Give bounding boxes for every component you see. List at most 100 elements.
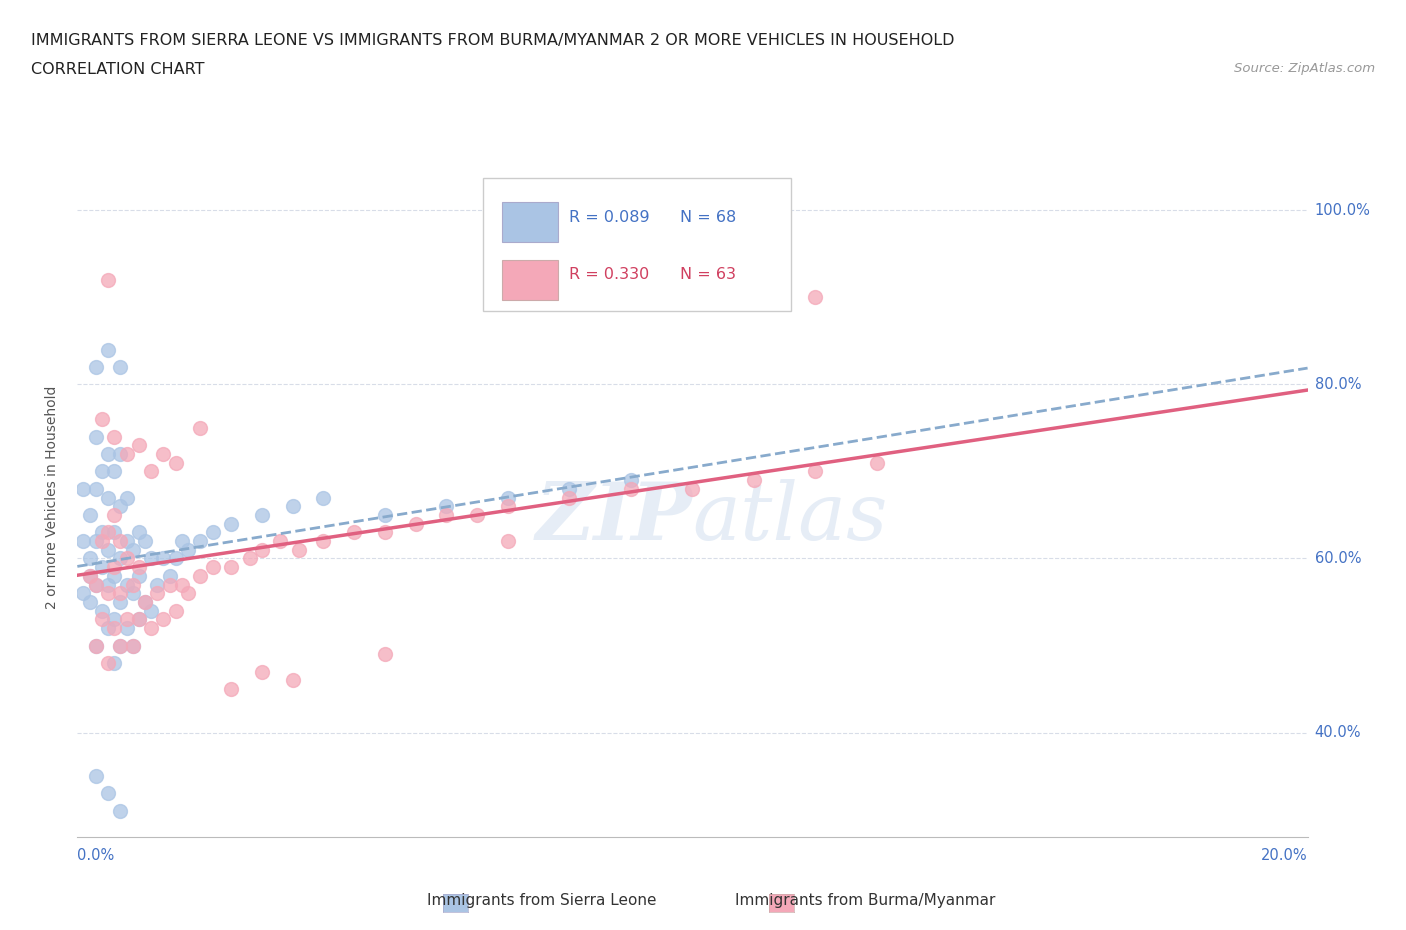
Text: 60.0%: 60.0% bbox=[1315, 551, 1361, 566]
Text: 0.0%: 0.0% bbox=[77, 848, 114, 863]
Point bbox=[141, 464, 163, 479]
Point bbox=[97, 786, 120, 801]
Point bbox=[115, 620, 138, 635]
Text: ZIP: ZIP bbox=[536, 479, 693, 557]
Point bbox=[115, 551, 138, 566]
Point bbox=[97, 342, 120, 357]
Point bbox=[128, 560, 150, 575]
Point bbox=[141, 551, 163, 566]
Point bbox=[146, 586, 169, 601]
Point bbox=[128, 612, 150, 627]
Point bbox=[288, 542, 311, 557]
Text: R = 0.089: R = 0.089 bbox=[569, 209, 650, 224]
Text: 40.0%: 40.0% bbox=[1315, 725, 1361, 740]
Point bbox=[558, 490, 581, 505]
Point bbox=[620, 472, 643, 487]
Point bbox=[250, 508, 273, 523]
Point bbox=[79, 568, 101, 583]
Y-axis label: 2 or more Vehicles in Household: 2 or more Vehicles in Household bbox=[45, 386, 59, 609]
Point bbox=[742, 472, 765, 487]
Point bbox=[90, 534, 114, 549]
Point bbox=[84, 360, 107, 375]
Text: N = 63: N = 63 bbox=[681, 267, 737, 283]
Point bbox=[84, 578, 107, 592]
Point bbox=[134, 594, 156, 609]
Point bbox=[201, 560, 224, 575]
Point bbox=[103, 429, 125, 444]
Point bbox=[84, 534, 107, 549]
Point bbox=[115, 612, 138, 627]
Point bbox=[90, 525, 114, 539]
Point bbox=[436, 508, 458, 523]
Point bbox=[103, 560, 125, 575]
Point bbox=[97, 656, 120, 671]
Text: R = 0.330: R = 0.330 bbox=[569, 267, 650, 283]
Point bbox=[84, 482, 107, 497]
Point bbox=[141, 620, 163, 635]
Point bbox=[97, 542, 120, 557]
Text: IMMIGRANTS FROM SIERRA LEONE VS IMMIGRANTS FROM BURMA/MYANMAR 2 OR MORE VEHICLES: IMMIGRANTS FROM SIERRA LEONE VS IMMIGRAN… bbox=[31, 33, 955, 47]
Point bbox=[90, 464, 114, 479]
Point bbox=[79, 594, 101, 609]
Text: Immigrants from Sierra Leone: Immigrants from Sierra Leone bbox=[426, 893, 657, 908]
Point bbox=[103, 620, 125, 635]
Point bbox=[97, 620, 120, 635]
Point bbox=[103, 568, 125, 583]
Point bbox=[170, 578, 193, 592]
Point bbox=[115, 578, 138, 592]
Text: Immigrants from Burma/Myanmar: Immigrants from Burma/Myanmar bbox=[734, 893, 995, 908]
Text: CORRELATION CHART: CORRELATION CHART bbox=[31, 62, 204, 77]
Point bbox=[121, 578, 143, 592]
Point bbox=[152, 446, 174, 461]
Text: atlas: atlas bbox=[693, 479, 887, 557]
Point bbox=[374, 646, 396, 661]
Point bbox=[219, 516, 242, 531]
Point bbox=[128, 568, 150, 583]
Point bbox=[90, 560, 114, 575]
Point bbox=[405, 516, 427, 531]
Point bbox=[496, 490, 519, 505]
Point bbox=[281, 673, 304, 688]
Point bbox=[90, 604, 114, 618]
Point bbox=[134, 534, 156, 549]
Point bbox=[219, 560, 242, 575]
Point bbox=[97, 525, 120, 539]
Point bbox=[90, 612, 114, 627]
Point bbox=[84, 638, 107, 653]
Point bbox=[219, 682, 242, 697]
Point bbox=[121, 638, 143, 653]
Point bbox=[177, 586, 200, 601]
Point bbox=[128, 612, 150, 627]
Text: 100.0%: 100.0% bbox=[1315, 203, 1371, 218]
Point bbox=[103, 656, 125, 671]
Point bbox=[84, 638, 107, 653]
Point bbox=[103, 508, 125, 523]
Point bbox=[465, 508, 488, 523]
Point bbox=[188, 420, 212, 435]
Point bbox=[165, 456, 187, 471]
Point bbox=[90, 412, 114, 427]
Point bbox=[110, 638, 132, 653]
Point bbox=[374, 525, 396, 539]
Point bbox=[177, 542, 200, 557]
Point bbox=[110, 360, 132, 375]
Point bbox=[79, 568, 101, 583]
Point bbox=[170, 534, 193, 549]
Point bbox=[804, 464, 827, 479]
Point bbox=[250, 664, 273, 679]
FancyBboxPatch shape bbox=[502, 202, 558, 242]
Point bbox=[115, 446, 138, 461]
Point bbox=[128, 438, 150, 453]
FancyBboxPatch shape bbox=[484, 179, 792, 311]
Point bbox=[79, 551, 101, 566]
Point bbox=[121, 542, 143, 557]
Text: 20.0%: 20.0% bbox=[1261, 848, 1308, 863]
Point bbox=[188, 534, 212, 549]
Point bbox=[110, 586, 132, 601]
Point bbox=[312, 490, 335, 505]
Point bbox=[110, 498, 132, 513]
Point bbox=[72, 482, 94, 497]
Point bbox=[620, 482, 643, 497]
Point bbox=[110, 804, 132, 818]
Point bbox=[110, 534, 132, 549]
